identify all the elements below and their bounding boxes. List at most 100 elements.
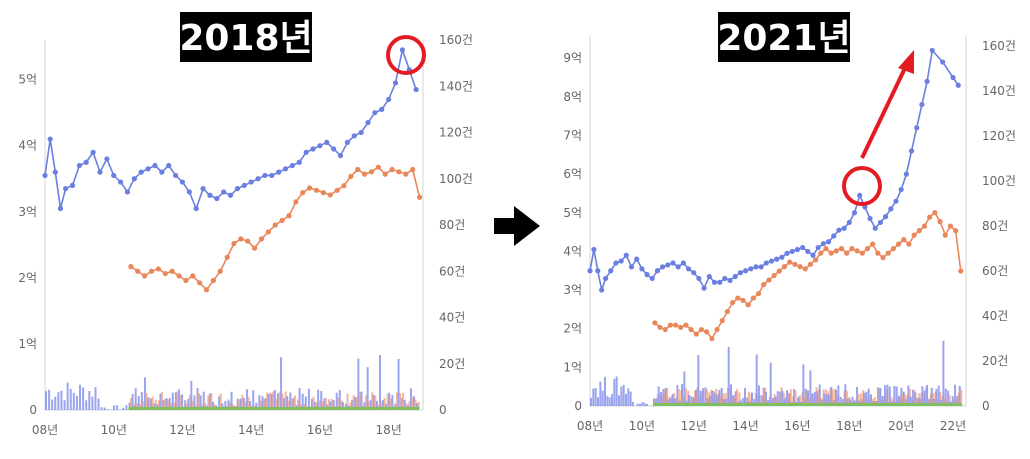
volume-bar — [406, 407, 410, 410]
volume-bar — [184, 407, 188, 410]
price-point — [779, 254, 785, 260]
x-tick-label: 16년 — [307, 423, 333, 437]
volume-bar — [179, 395, 182, 410]
count-point — [396, 169, 402, 175]
volume-bar — [900, 403, 904, 406]
volume-bar — [409, 388, 412, 410]
volume-bar — [709, 396, 712, 406]
volume-bar — [746, 403, 750, 406]
price-point — [623, 252, 629, 258]
y-left-tick-label: 5억 — [18, 73, 37, 87]
y-right-tick-label: 0 — [982, 399, 990, 413]
volume-bar — [954, 403, 958, 406]
left-title-text: 2018년 — [179, 18, 312, 59]
price-point — [654, 268, 661, 274]
y-right-tick-label: 100건 — [982, 174, 1016, 188]
volume-bar — [928, 403, 932, 406]
volume-bar — [337, 398, 340, 410]
volume-bar — [823, 403, 827, 406]
volume-bar — [884, 403, 888, 406]
count-point — [807, 261, 814, 267]
volume-bar — [641, 402, 644, 406]
volume-bar — [185, 403, 188, 410]
volume-bar — [247, 396, 250, 410]
volume-bar — [368, 401, 371, 410]
volume-bar — [266, 392, 269, 410]
count-point — [355, 166, 361, 173]
volume-bar — [657, 386, 660, 406]
volume-bar — [846, 398, 849, 406]
price-point — [587, 268, 593, 274]
volume-bar — [131, 407, 135, 410]
x-tick-label: 20년 — [888, 419, 914, 433]
volume-bar — [205, 407, 209, 410]
y-left-tick-label: 1억 — [18, 337, 37, 351]
volume-bar — [888, 403, 892, 406]
volume-bar — [218, 396, 221, 410]
right-volume-bars — [590, 340, 963, 406]
volume-bar — [776, 391, 779, 406]
volume-bar — [746, 397, 749, 406]
volume-bar — [374, 395, 377, 410]
volume-bar — [416, 403, 419, 410]
count-point — [382, 171, 388, 177]
volume-bar — [380, 401, 383, 410]
count-point — [766, 277, 772, 283]
y-left-tick-label: 4억 — [18, 139, 37, 153]
volume-bar — [239, 407, 243, 410]
volume-bar — [332, 407, 336, 410]
volume-bar — [863, 403, 867, 406]
price-point — [358, 129, 364, 136]
volume-bar — [341, 401, 344, 410]
y-left-tick-label: 3억 — [18, 205, 37, 219]
volume-bar — [858, 403, 862, 406]
volume-bar — [751, 403, 755, 406]
volume-bar — [895, 403, 899, 406]
volume-bar — [705, 389, 708, 406]
volume-bar — [261, 407, 265, 410]
volume-bar — [414, 399, 417, 410]
volume-bar — [382, 407, 386, 410]
count-point — [761, 281, 767, 288]
price-point — [42, 172, 48, 179]
volume-bar — [923, 390, 926, 406]
volume-bar — [395, 392, 398, 410]
volume-bar — [814, 391, 817, 406]
x-tick-label: 18년 — [836, 419, 862, 433]
volume-bar — [845, 390, 848, 406]
volume-bar — [142, 401, 145, 410]
volume-bar — [677, 389, 680, 406]
price-point — [929, 47, 935, 54]
volume-bar — [688, 394, 691, 406]
right-title-bg — [718, 12, 850, 62]
volume-bar — [837, 385, 840, 406]
count-point — [755, 290, 762, 297]
volume-bar — [956, 395, 959, 406]
volume-bar — [685, 403, 689, 406]
count-point — [730, 299, 736, 306]
y-right-tick-label: 120건 — [982, 129, 1016, 143]
volume-bar — [893, 403, 897, 406]
volume-bar — [823, 393, 826, 406]
volume-bar — [171, 407, 175, 410]
volume-bar — [79, 384, 82, 410]
price-point — [591, 246, 597, 253]
volume-bar — [403, 399, 406, 410]
volume-bar — [639, 403, 642, 406]
left-highlight-circle — [386, 35, 426, 75]
volume-bar — [879, 403, 883, 406]
volume-bar — [835, 389, 838, 406]
volume-bar — [312, 396, 315, 410]
volume-bar — [331, 398, 334, 410]
volume-bar — [781, 390, 784, 406]
count-point — [652, 320, 658, 326]
volume-bar — [725, 403, 729, 406]
volume-bar — [842, 399, 845, 406]
price-point — [386, 96, 392, 103]
volume-bar — [853, 403, 857, 406]
volume-bar — [825, 394, 828, 406]
price-point — [846, 219, 852, 226]
y-right-tick-label: 40건 — [439, 311, 465, 325]
count-point — [937, 219, 943, 225]
count-point — [740, 297, 746, 303]
